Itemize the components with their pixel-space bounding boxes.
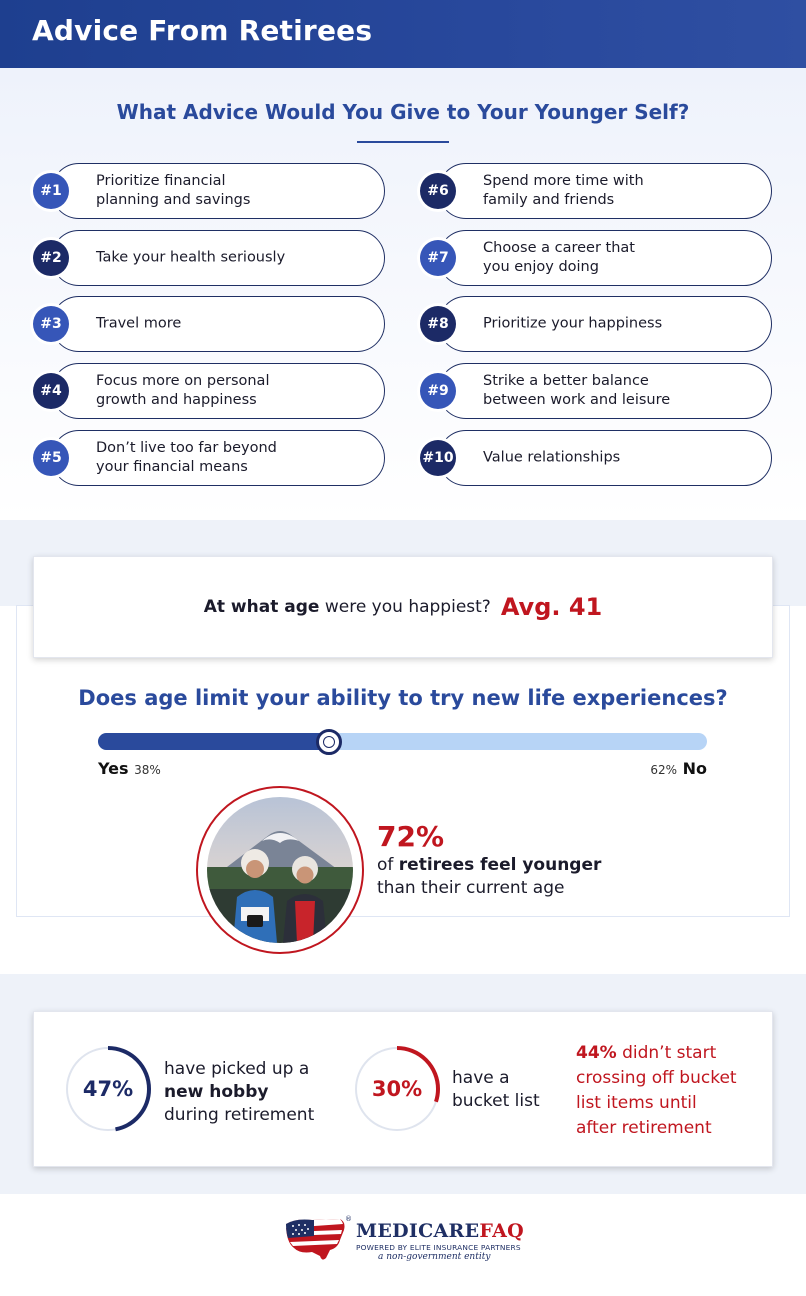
advice-item-2: Take your health seriously #2 <box>33 230 385 286</box>
yes-bar-fill <box>98 733 329 750</box>
logo-disclaimer: a non-government entity <box>378 1252 491 1262</box>
medicarefaq-logo: ® MEDICAREFAQ POWERED BY ELITE INSURANCE… <box>282 1212 532 1266</box>
advice-text: Prioritize your happiness <box>483 315 663 332</box>
bar-marker-knob <box>316 729 342 755</box>
late-bucket-list-text: 44% didn’t start crossing off bucket lis… <box>576 1043 737 1138</box>
late-bucket-list-percent: 44% <box>576 1043 617 1063</box>
advice-number-badge: #10 <box>420 440 456 476</box>
age-limit-question: Does age limit your ability to try new l… <box>78 686 728 710</box>
bucket-list-progress-ring <box>354 1046 440 1132</box>
advice-item-10: Value relationships #10 <box>420 430 772 486</box>
advice-text: Strike a better balance between work and… <box>483 373 671 408</box>
advice-text: Prioritize financial planning and saving… <box>96 173 251 208</box>
advice-item-3: Travel more #3 <box>33 296 385 352</box>
advice-text: Take your health seriously <box>96 249 286 266</box>
no-percent: 62% <box>650 763 678 777</box>
retirees-photo <box>207 797 353 943</box>
hobby-progress-ring <box>65 1046 151 1132</box>
retirees-photo-frame <box>196 786 364 954</box>
page-title: Advice From Retirees <box>32 14 373 47</box>
no-label: 62% No <box>650 759 707 778</box>
advice-text: Don’t live too far beyond your financial… <box>96 440 277 475</box>
advice-number-badge: #8 <box>420 306 456 342</box>
logo-tagline: POWERED BY ELITE INSURANCE PARTNERS <box>356 1243 521 1252</box>
happiest-question: At what age were you happiest? <box>203 597 491 617</box>
advice-number-badge: #2 <box>33 240 69 276</box>
advice-text: Travel more <box>96 315 182 332</box>
hobby-stats-card <box>33 1011 773 1167</box>
younger-percent: 72% <box>377 820 445 853</box>
bucket-list-percent: 30% <box>371 1077 423 1101</box>
advice-number-badge: #6 <box>420 173 456 209</box>
yes-percent: 38% <box>134 763 161 777</box>
happiest-age-card: At what age were you happiest? Avg. 41 <box>33 556 773 658</box>
us-map-flag-icon <box>286 1219 345 1260</box>
hobby-text: have picked up a new hobby during retire… <box>164 1059 315 1125</box>
yes-label: Yes 38% <box>98 759 161 778</box>
advice-text: Spend more time with family and friends <box>483 173 644 208</box>
advice-number-badge: #4 <box>33 373 69 409</box>
advice-number-badge: #9 <box>420 373 456 409</box>
header-banner: Advice From Retirees <box>0 0 806 68</box>
advice-item-6: Spend more time with family and friends … <box>420 163 772 219</box>
logo-wordmark: MEDICAREFAQ <box>356 1220 524 1242</box>
advice-text: Value relationships <box>483 449 621 466</box>
advice-title: What Advice Would You Give to Your Young… <box>116 100 690 124</box>
advice-item-8: Prioritize your happiness #8 <box>420 296 772 352</box>
advice-item-4: Focus more on personal growth and happin… <box>33 363 385 419</box>
advice-number-badge: #1 <box>33 173 69 209</box>
bucket-list-text: have a bucket list <box>452 1068 540 1111</box>
advice-number-badge: #3 <box>33 306 69 342</box>
advice-number-badge: #7 <box>420 240 456 276</box>
advice-item-5: Don’t live too far beyond your financial… <box>33 430 385 486</box>
title-divider <box>357 141 449 143</box>
younger-text-line1: of retirees feel younger <box>377 855 602 875</box>
advice-text: Focus more on personal growth and happin… <box>96 373 270 408</box>
hobby-percent: 47% <box>82 1077 134 1101</box>
advice-item-7: Choose a career that you enjoy doing #7 <box>420 230 772 286</box>
happiest-average: Avg. 41 <box>500 593 603 621</box>
advice-text: Choose a career that you enjoy doing <box>483 240 635 275</box>
younger-text-line2: than their current age <box>377 878 565 898</box>
advice-item-1: Prioritize financial planning and saving… <box>33 163 385 219</box>
advice-item-9: Strike a better balance between work and… <box>420 363 772 419</box>
yes-no-bar <box>98 733 707 750</box>
advice-number-badge: #5 <box>33 440 69 476</box>
